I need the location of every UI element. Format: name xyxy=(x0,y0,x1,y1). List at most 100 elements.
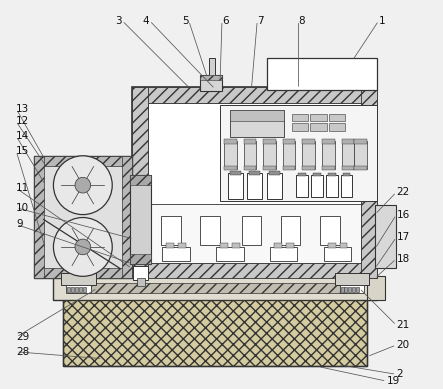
Bar xyxy=(326,175,338,197)
Bar xyxy=(132,87,148,278)
Text: 2: 2 xyxy=(396,369,403,379)
Bar xyxy=(232,243,240,248)
Circle shape xyxy=(75,239,91,255)
Bar xyxy=(322,139,335,144)
Bar xyxy=(34,156,132,166)
Text: 5: 5 xyxy=(182,16,189,26)
Bar xyxy=(328,243,336,248)
Text: 29: 29 xyxy=(16,332,29,342)
Bar xyxy=(133,266,148,280)
Bar xyxy=(267,173,282,199)
Text: 4: 4 xyxy=(143,16,149,26)
Text: 22: 22 xyxy=(396,187,410,197)
Bar xyxy=(230,110,284,121)
Bar xyxy=(244,139,256,144)
Text: 16: 16 xyxy=(396,210,410,219)
Bar xyxy=(354,139,367,144)
Text: 15: 15 xyxy=(16,146,29,156)
Bar xyxy=(122,156,132,278)
Bar xyxy=(75,287,78,292)
Bar xyxy=(230,110,284,137)
Bar xyxy=(244,166,256,170)
Text: 28: 28 xyxy=(16,347,29,357)
Bar xyxy=(367,276,385,300)
Bar xyxy=(281,216,300,245)
Text: 3: 3 xyxy=(116,16,122,26)
Text: 19: 19 xyxy=(387,376,400,386)
Bar xyxy=(244,141,256,168)
Bar xyxy=(79,287,82,292)
Bar xyxy=(303,166,315,170)
Bar xyxy=(66,285,91,293)
Bar xyxy=(283,139,295,144)
Circle shape xyxy=(54,156,112,215)
Bar xyxy=(352,287,355,292)
Bar xyxy=(161,216,181,245)
Bar xyxy=(322,141,335,168)
Bar xyxy=(34,156,43,278)
Text: 10: 10 xyxy=(16,203,29,213)
Bar xyxy=(274,243,282,248)
Bar xyxy=(248,173,262,199)
Bar xyxy=(228,173,243,199)
Bar xyxy=(63,298,367,366)
Text: 12: 12 xyxy=(16,116,29,126)
Bar xyxy=(342,139,354,144)
Bar xyxy=(130,175,152,264)
Circle shape xyxy=(75,177,91,193)
Bar xyxy=(34,268,132,278)
Bar xyxy=(132,87,377,103)
Bar xyxy=(241,216,261,245)
Bar xyxy=(263,139,276,144)
Text: 13: 13 xyxy=(16,104,29,114)
Circle shape xyxy=(54,217,112,276)
Bar xyxy=(313,173,321,176)
Bar xyxy=(340,285,364,293)
Bar xyxy=(328,173,336,176)
Bar xyxy=(209,58,215,77)
Bar xyxy=(375,205,396,268)
Bar xyxy=(263,166,276,170)
Bar xyxy=(68,283,357,293)
Bar xyxy=(270,247,297,261)
Bar xyxy=(283,141,295,168)
Bar xyxy=(354,166,367,170)
Bar xyxy=(341,175,352,197)
Bar xyxy=(61,273,96,285)
Bar xyxy=(63,298,367,366)
Bar xyxy=(132,263,377,278)
Bar xyxy=(299,173,306,176)
Bar xyxy=(137,278,144,286)
Bar xyxy=(166,243,174,248)
Bar xyxy=(354,141,367,168)
Bar xyxy=(263,141,276,168)
Bar xyxy=(291,114,308,121)
Bar xyxy=(320,216,340,245)
Bar xyxy=(148,204,361,263)
Bar xyxy=(283,166,295,170)
Text: 11: 11 xyxy=(16,183,29,193)
Bar xyxy=(322,166,335,170)
Bar xyxy=(34,156,132,278)
Bar xyxy=(67,287,70,292)
Bar xyxy=(310,123,327,131)
Bar xyxy=(230,172,241,175)
Bar xyxy=(286,243,294,248)
Bar xyxy=(83,287,86,292)
Bar xyxy=(178,243,186,248)
Text: 9: 9 xyxy=(16,219,23,230)
Bar xyxy=(54,276,377,300)
Bar xyxy=(329,114,346,121)
Text: 1: 1 xyxy=(379,16,385,26)
Bar xyxy=(216,247,244,261)
Bar xyxy=(361,87,377,278)
Bar xyxy=(324,247,351,261)
Bar xyxy=(342,166,354,170)
Bar xyxy=(335,273,369,285)
Bar xyxy=(200,75,222,91)
Text: 17: 17 xyxy=(396,232,410,242)
Bar xyxy=(348,287,351,292)
Text: 7: 7 xyxy=(257,16,264,26)
Text: 8: 8 xyxy=(299,16,305,26)
Bar xyxy=(269,172,280,175)
